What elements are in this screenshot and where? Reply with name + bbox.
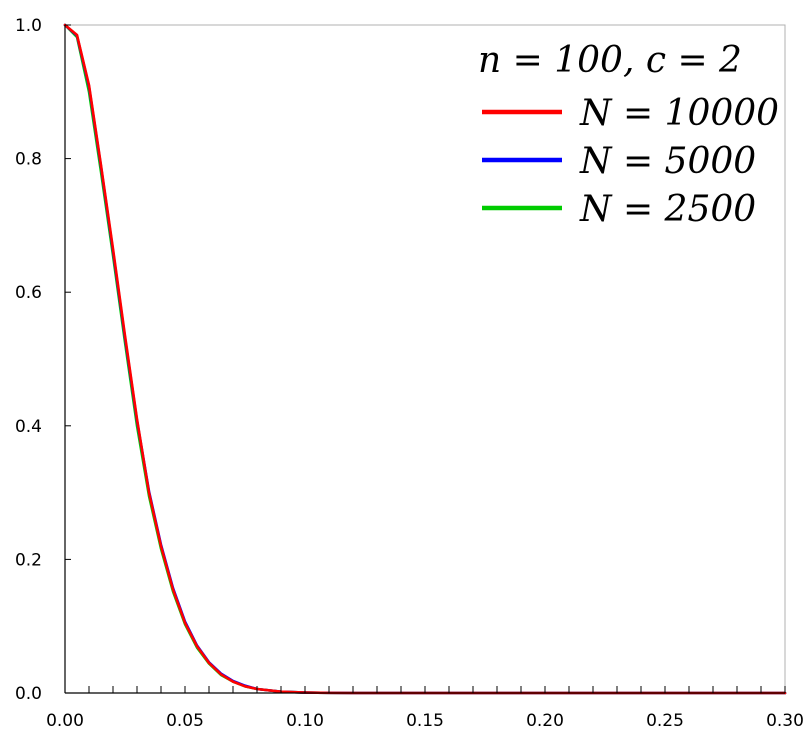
y-tick-label: 0.8 xyxy=(15,150,42,170)
x-tick-label: 0.10 xyxy=(286,711,324,731)
legend-items: N = 10000 N = 5000 N = 2500 xyxy=(482,93,779,230)
legend-title: n = 100, c = 2 xyxy=(478,40,742,81)
x-tick-label: 0.15 xyxy=(406,711,444,731)
legend: n = 100, c = 2 N = 10000 N = 5000 N = 2500 xyxy=(478,40,779,230)
x-tick-label: 0.05 xyxy=(166,711,204,731)
y-tick-label: 0.4 xyxy=(15,417,42,437)
y-tick-label: 0.6 xyxy=(15,283,42,303)
x-tick-label: 0.00 xyxy=(46,711,84,731)
y-tick-label: 0.2 xyxy=(15,550,42,570)
x-tick-label: 0.20 xyxy=(526,711,564,731)
y-ticks: 0.0 0.2 0.4 0.6 0.8 1.0 xyxy=(15,16,71,704)
x-tick-label: 0.30 xyxy=(766,711,804,731)
x-ticks: 0.00 0.05 0.10 0.15 0.20 0.25 0.30 xyxy=(46,686,804,731)
x-tick-label: 0.25 xyxy=(646,711,684,731)
legend-label-0: N = 10000 xyxy=(579,93,779,134)
y-tick-label: 1.0 xyxy=(15,16,42,36)
legend-label-2: N = 2500 xyxy=(579,189,756,230)
legend-label-1: N = 5000 xyxy=(579,141,756,182)
plot-area: 0.00 0.05 0.10 0.15 0.20 0.25 0.30 0.00.20.40.… xyxy=(15,16,804,731)
y-tick-label: 0.0 xyxy=(15,684,42,704)
